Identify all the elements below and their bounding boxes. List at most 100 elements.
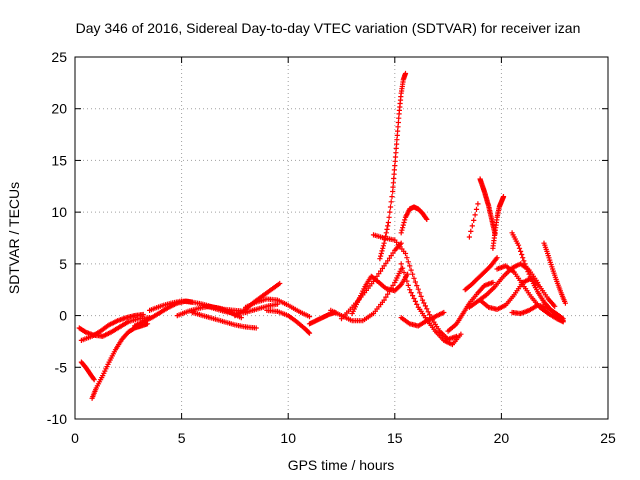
data-point	[473, 206, 480, 212]
data-point	[306, 314, 313, 320]
data-point	[472, 212, 478, 218]
data-point	[515, 242, 522, 248]
series-arc-32	[541, 240, 568, 306]
data-point	[387, 204, 394, 210]
data-point	[415, 286, 421, 292]
data-point	[441, 309, 447, 316]
data-point	[394, 141, 400, 147]
series-arc-28	[477, 275, 558, 312]
data-point	[402, 274, 409, 280]
data-point	[386, 214, 392, 220]
data-point	[519, 251, 525, 258]
data-point	[140, 311, 146, 318]
series-arc-26	[490, 194, 507, 251]
series-arc-18	[370, 232, 460, 342]
data-point	[412, 279, 418, 285]
data-point	[385, 223, 391, 229]
data-point	[385, 291, 391, 297]
data-point	[427, 312, 433, 318]
y-tick-label: 15	[51, 152, 67, 168]
x-tick-label: 15	[387, 430, 403, 446]
data-point	[387, 209, 393, 215]
series-arc-8	[189, 309, 259, 331]
data-point	[389, 194, 395, 200]
data-point	[412, 298, 418, 304]
data-point	[399, 227, 405, 233]
data-point	[419, 297, 426, 303]
data-point	[390, 282, 396, 288]
data-point	[277, 280, 283, 287]
data-point	[458, 331, 464, 337]
y-tick-label: 10	[51, 204, 67, 220]
data-point	[421, 300, 427, 306]
data-point	[306, 329, 312, 336]
data-point	[404, 278, 410, 284]
data-point	[378, 250, 384, 257]
data-point	[91, 377, 97, 383]
series-arc-12	[264, 307, 313, 336]
data-point	[500, 194, 507, 200]
data-point	[414, 283, 420, 289]
tick-layer: 0 5 10 15 20 25 -10 -5 0 5 10 15 20 25	[47, 49, 616, 446]
data-point	[408, 267, 414, 273]
data-point	[400, 265, 406, 271]
data-point	[425, 309, 431, 315]
chart-title: Day 346 of 2016, Sidereal Day-to-day VTE…	[76, 20, 581, 36]
y-tick-label: 0	[59, 308, 67, 324]
data-point	[90, 376, 97, 382]
data-point	[417, 290, 423, 296]
y-tick-label: -10	[47, 411, 67, 427]
x-tick-label: 25	[600, 430, 616, 446]
data-point	[490, 279, 496, 286]
data-point	[402, 217, 408, 223]
data-point	[385, 219, 391, 226]
data-point	[422, 303, 428, 309]
data-point	[390, 188, 396, 195]
data-point	[401, 269, 407, 276]
data-point	[471, 217, 477, 223]
series-arc-20	[398, 204, 430, 236]
data-point	[522, 261, 528, 267]
data-point	[388, 199, 394, 205]
data-point	[383, 230, 389, 236]
data-point	[410, 293, 416, 299]
plot-frame	[74, 56, 609, 420]
y-tick-label: 25	[51, 49, 67, 65]
data-point	[381, 297, 387, 303]
x-axis-label: GPS time / hours	[288, 457, 395, 473]
data-point	[405, 282, 411, 288]
data-point	[526, 271, 532, 277]
data-point	[397, 283, 403, 289]
data-point	[398, 230, 404, 236]
data-point	[524, 266, 530, 272]
data-point	[518, 248, 524, 254]
y-tick-label: 20	[51, 101, 67, 117]
data-point	[398, 261, 404, 267]
data-point	[527, 274, 533, 280]
data-point	[468, 228, 474, 234]
data-point	[383, 294, 389, 300]
data-point	[381, 240, 387, 246]
data-point	[404, 255, 410, 261]
x-tick-label: 5	[178, 430, 186, 446]
y-tick-label: -5	[55, 359, 68, 375]
data-point	[400, 222, 406, 228]
data-point	[475, 201, 481, 207]
series-arc-16	[349, 271, 411, 317]
series-arc-4	[89, 321, 151, 401]
series-arc-21	[398, 309, 447, 329]
data-point	[402, 250, 409, 257]
series-arc-22	[445, 279, 496, 334]
data-marks	[76, 70, 568, 401]
data-point	[380, 243, 386, 249]
data-point	[560, 316, 566, 322]
data-point	[408, 290, 414, 296]
data-point	[238, 315, 244, 321]
series-arc-23	[462, 255, 500, 293]
data-point	[424, 216, 430, 222]
data-point	[407, 287, 413, 293]
series-arc-3	[78, 359, 97, 383]
series-arc-14	[328, 266, 404, 324]
y-tick-label: 5	[59, 256, 67, 272]
